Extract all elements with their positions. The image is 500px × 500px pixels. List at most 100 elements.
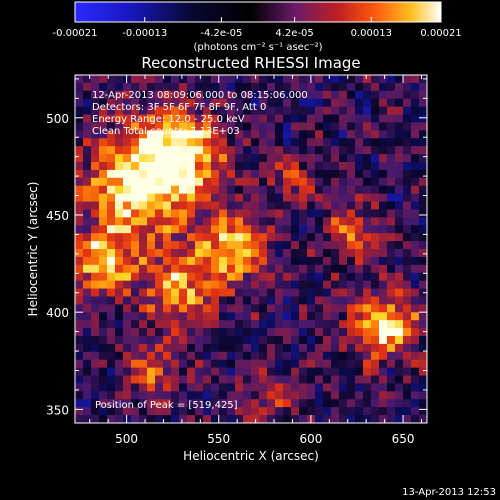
heatmap-cell	[291, 367, 300, 376]
heatmap-cell	[267, 375, 276, 384]
heatmap-cell	[147, 201, 156, 210]
heatmap-cell	[411, 177, 420, 187]
heatmap-cell	[291, 146, 300, 155]
heatmap-cell	[419, 225, 427, 234]
heatmap-cell	[291, 415, 300, 423]
heatmap-cell	[131, 280, 140, 289]
heatmap-cell	[123, 320, 132, 329]
heatmap-cell	[243, 114, 252, 123]
heatmap-cell	[123, 288, 132, 297]
heatmap-cell	[75, 328, 84, 337]
heatmap-cell	[155, 351, 164, 361]
heatmap-cell	[371, 146, 380, 155]
heatmap-cell	[403, 343, 412, 353]
heatmap-cell	[235, 312, 244, 321]
heatmap-cell	[291, 336, 300, 345]
heatmap-cell	[107, 336, 116, 345]
heatmap-cell	[179, 98, 188, 108]
heatmap-cell	[171, 336, 180, 345]
heatmap-cell	[123, 272, 132, 282]
heatmap-cell	[211, 217, 220, 226]
heatmap-cell	[235, 75, 244, 84]
heatmap-cell	[75, 391, 84, 400]
heatmap-cell	[243, 399, 252, 408]
heatmap-cell	[139, 359, 148, 369]
heatmap-cell	[379, 359, 388, 369]
heatmap-cell	[403, 98, 412, 108]
heatmap-cell	[171, 351, 180, 361]
heatmap-cell	[195, 312, 204, 321]
heatmap-cell	[411, 217, 420, 226]
heatmap-cell	[171, 90, 180, 100]
heatmap-cell	[227, 114, 236, 123]
heatmap-cell	[323, 217, 332, 226]
heatmap-cell	[171, 304, 180, 313]
heatmap-cell	[107, 177, 116, 187]
heatmap-cell	[211, 154, 220, 163]
heatmap-cell	[339, 375, 348, 384]
heatmap-cell	[339, 217, 348, 226]
heatmap-cell	[155, 177, 164, 187]
heatmap-cell	[115, 233, 124, 242]
heatmap-cell	[115, 154, 124, 163]
heatmap-cell	[83, 90, 92, 100]
heatmap-cell	[115, 146, 124, 155]
heatmap-cell	[107, 169, 116, 179]
heatmap-cell	[307, 114, 316, 123]
heatmap-cell	[99, 225, 108, 234]
heatmap-cell	[331, 90, 340, 100]
heatmap-cell	[91, 264, 100, 274]
heatmap-cell	[235, 288, 244, 297]
heatmap-cell	[107, 391, 116, 400]
heatmap-cell	[355, 138, 364, 147]
heatmap-cell	[163, 177, 172, 187]
heatmap-cell	[347, 75, 356, 84]
heatmap-cell	[419, 106, 427, 115]
heatmap-cell	[307, 193, 316, 202]
heatmap-cell	[323, 304, 332, 313]
heatmap-cell	[203, 162, 212, 171]
heatmap-cell	[299, 336, 308, 345]
heatmap-cell	[243, 359, 252, 369]
heatmap-cell	[283, 256, 292, 266]
heatmap-cell	[363, 138, 372, 147]
heatmap-cell	[355, 296, 364, 305]
heatmap-cell	[411, 359, 420, 369]
heatmap-cell	[99, 122, 108, 131]
heatmap-cell	[387, 375, 396, 384]
heatmap-cell	[283, 106, 292, 115]
heatmap-cell	[115, 304, 124, 313]
heatmap-cell	[347, 130, 356, 139]
heatmap-cell	[75, 312, 84, 321]
heatmap-cell	[251, 256, 260, 266]
heatmap-cell	[203, 106, 212, 115]
heatmap-cell	[227, 98, 236, 108]
heatmap-cell	[339, 241, 348, 250]
heatmap-cell	[83, 407, 92, 416]
heatmap-cell	[99, 272, 108, 282]
heatmap-cell	[347, 367, 356, 376]
heatmap-cell	[235, 256, 244, 266]
heatmap-cell	[331, 367, 340, 376]
heatmap-cell	[203, 82, 212, 92]
heatmap-cell	[339, 383, 348, 392]
heatmap-cell	[147, 122, 156, 131]
heatmap-cell	[243, 122, 252, 131]
heatmap-cell	[171, 98, 180, 108]
heatmap-cell	[147, 241, 156, 250]
heatmap-cell	[155, 169, 164, 179]
heatmap-cell	[179, 241, 188, 250]
heatmap-cell	[363, 343, 372, 353]
heatmap-cell	[331, 241, 340, 250]
heatmap-cell	[259, 304, 268, 313]
heatmap-cell	[131, 225, 140, 234]
heatmap-cell	[307, 138, 316, 147]
heatmap-cell	[75, 75, 84, 84]
heatmap-cell	[75, 233, 84, 242]
heatmap-cell	[75, 399, 84, 408]
heatmap-cell	[267, 185, 276, 195]
heatmap-cell	[147, 217, 156, 226]
heatmap-cell	[147, 209, 156, 218]
heatmap-cell	[227, 233, 236, 242]
heatmap-cell	[163, 154, 172, 163]
